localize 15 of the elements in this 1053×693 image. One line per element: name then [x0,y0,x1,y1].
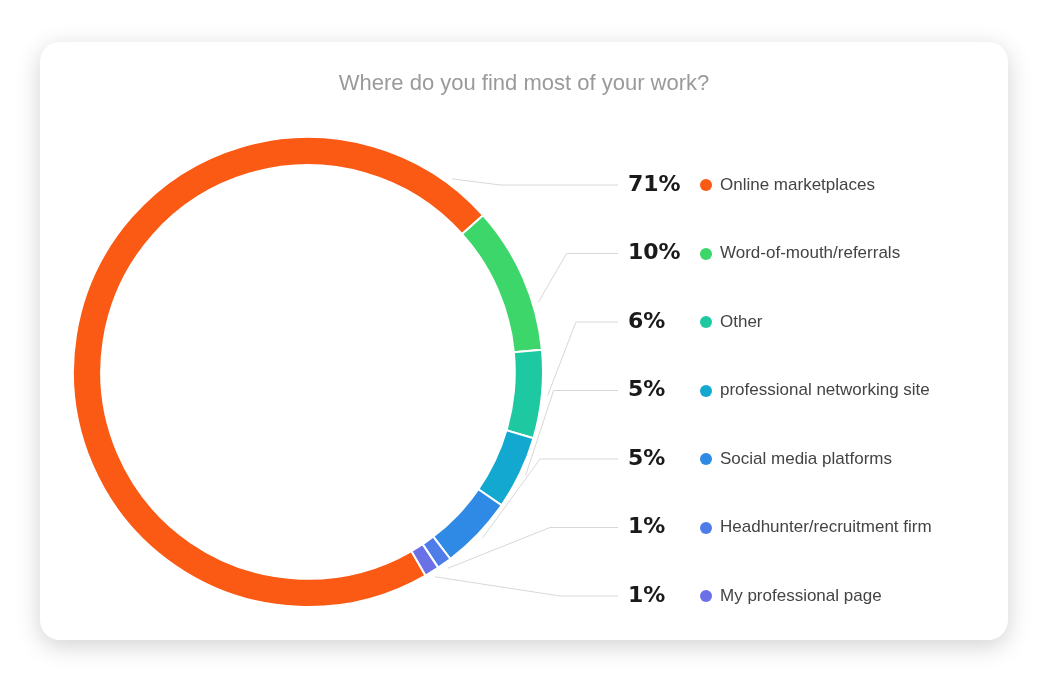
legend-label: Headhunter/recruitment firm [720,517,932,537]
legend-label: professional networking site [720,380,930,400]
data-label: 10% [628,239,681,265]
data-label: 6% [628,307,666,333]
data-label: 71% [628,170,681,196]
legend-label: Other [720,311,763,331]
legend-label: Social media platforms [720,448,892,468]
data-label: 1% [628,581,666,607]
data-label: 5% [628,376,666,402]
legend-label: Online marketplaces [720,174,875,194]
legend-label: Word-of-mouth/referrals [720,243,901,263]
chart-title: Where do you find most of your work? [338,70,710,96]
data-label: 5% [628,444,666,470]
legend-label: My professional page [720,585,882,605]
data-label: 1% [628,513,666,539]
